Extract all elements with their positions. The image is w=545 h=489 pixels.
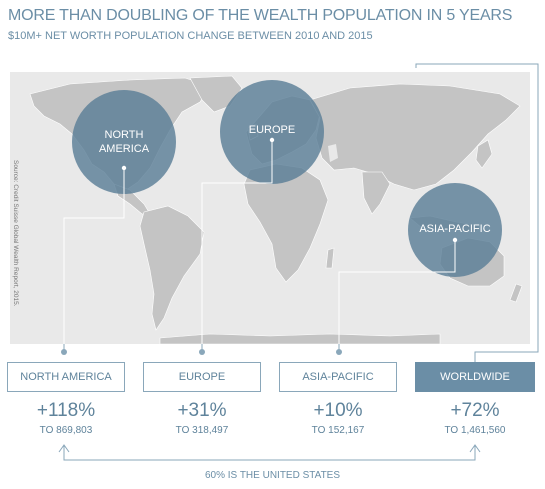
connector-europe — [201, 140, 273, 350]
box-north-america: NORTH AMERICA — [7, 362, 125, 392]
box-worldwide: WORLDWIDE — [415, 362, 535, 392]
chart-subtitle: $10M+ NET WORTH POPULATION CHANGE BETWEE… — [8, 30, 373, 42]
landmass-new-zealand — [509, 283, 523, 303]
caspian-sea — [328, 144, 338, 162]
bottom-bracket — [63, 446, 476, 461]
change-north-america: +118% — [36, 400, 96, 421]
bottom-bracket-arrow-right — [469, 444, 481, 453]
connector-asia-pacific — [338, 240, 456, 350]
total-north-america: TO 869,803 — [39, 425, 93, 436]
landmass-japan — [475, 139, 493, 169]
landmass-antarctica — [159, 333, 441, 344]
bottom-bracket-arrow-left — [58, 444, 70, 453]
total-europe: TO 318,497 — [175, 425, 229, 436]
change-europe: +31% — [177, 400, 227, 421]
total-asia-pacific: TO 152,167 — [311, 425, 365, 436]
landmass-asia — [309, 83, 521, 191]
connector-north-america — [63, 168, 125, 350]
dot-asia-pacific-box — [336, 349, 342, 355]
map-label-north-america: NORTH AMERICA — [98, 129, 150, 155]
dot-asia-pacific — [452, 237, 458, 243]
circle-europe — [220, 80, 324, 184]
dot-north-america-box — [61, 349, 67, 355]
total-worldwide: TO 1,461,560 — [444, 425, 506, 436]
landmass-africa — [243, 163, 329, 283]
footnote: 60% IS THE UNITED STATES — [204, 470, 341, 481]
map-label-europe: EUROPE — [248, 124, 296, 136]
landmass-madagascar — [325, 247, 335, 269]
chart-title: MORE THAN DOUBLING OF THE WEALTH POPULAT… — [8, 7, 513, 24]
change-asia-pacific: +10% — [313, 400, 363, 421]
change-worldwide: +72% — [450, 400, 500, 421]
landmass-south-america — [139, 205, 205, 331]
circle-asia-pacific — [408, 183, 502, 277]
dot-europe-box — [199, 349, 205, 355]
worldwide-bracket — [415, 63, 539, 362]
dot-europe — [269, 137, 275, 143]
box-asia-pacific: ASIA-PACIFIC — [279, 362, 397, 392]
map-label-asia-pacific: ASIA-PACIFIC — [419, 223, 491, 235]
circle-north-america — [72, 90, 176, 194]
landmass-india — [361, 171, 391, 215]
box-europe: EUROPE — [143, 362, 261, 392]
dot-north-america — [121, 165, 127, 171]
